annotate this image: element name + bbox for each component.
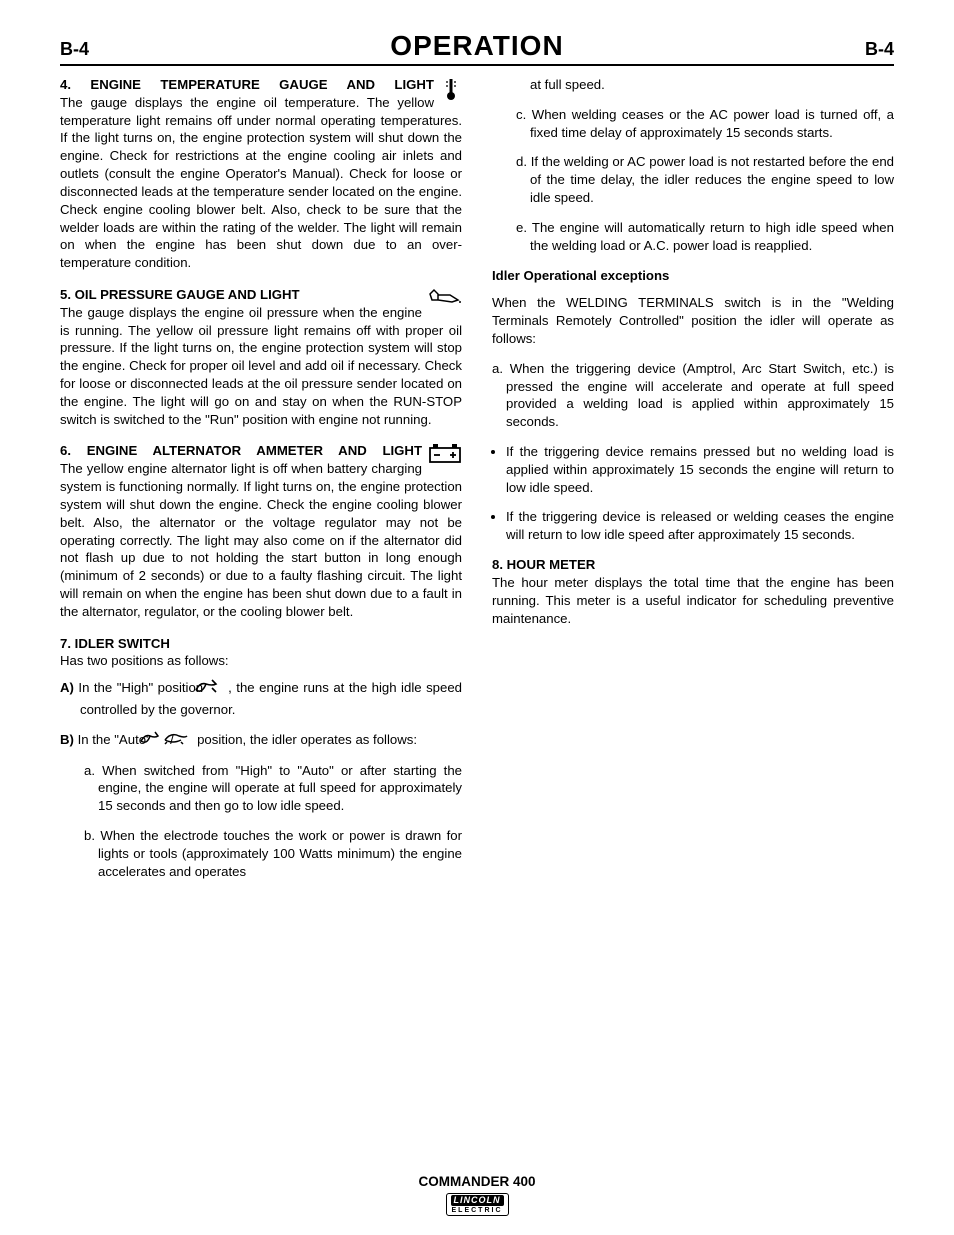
section-8-heading: 8. HOUR METER xyxy=(492,557,595,572)
section-4-body: The gauge displays the engine oil temper… xyxy=(60,95,462,270)
sub-item-b: b. When the electrode touches the work o… xyxy=(98,827,462,880)
sub-c-label: c. xyxy=(516,107,532,122)
section-7-intro: Has two positions as follows: xyxy=(60,653,229,668)
logo-top: LINCOLN xyxy=(451,1195,504,1206)
idler-option-b: B) In the "Auto" / position, the idler o… xyxy=(60,729,462,752)
continuation-text: at full speed. xyxy=(492,76,894,94)
oil-can-icon xyxy=(428,286,462,311)
sub-item-a: a. When switched from "High" to "Auto" o… xyxy=(98,762,462,815)
exc-a-text: When the triggering device (Amptrol, Arc… xyxy=(506,361,894,429)
page-footer: COMMANDER 400 LINCOLN ELECTRIC xyxy=(0,1174,954,1217)
logo-bottom: ELECTRIC xyxy=(451,1206,504,1214)
page-number-right: B-4 xyxy=(865,39,894,60)
idler-sub-list-right: c. When welding ceases or the AC power l… xyxy=(492,106,894,255)
sub-item-c: c. When welding ceases or the AC power l… xyxy=(530,106,894,142)
right-column: at full speed. c. When welding ceases or… xyxy=(492,76,894,895)
section-8-body: The hour meter displays the total time t… xyxy=(492,575,894,626)
idler-exceptions-heading: Idler Operational exceptions xyxy=(492,267,894,285)
content-columns: 4. ENGINE TEMPERATURE GAUGE AND LIGHT Th… xyxy=(60,76,894,895)
bullet-1: If the triggering device remains pressed… xyxy=(506,443,894,496)
sub-a-label: a. xyxy=(84,763,102,778)
thermometer-icon xyxy=(440,76,462,107)
section-7: 7. IDLER SWITCH Has two positions as fol… xyxy=(60,635,462,881)
sub-d-text: If the welding or AC power load is not r… xyxy=(530,154,894,205)
turtle-icon xyxy=(181,730,189,751)
sub-a-text: When switched from "High" to "Auto" or a… xyxy=(98,763,462,814)
sub-item-e: e. The engine will automatically return … xyxy=(530,219,894,255)
section-7-heading: 7. IDLER SWITCH xyxy=(60,636,170,651)
exc-a-label: a. xyxy=(492,361,510,376)
rabbit-icon xyxy=(212,676,220,701)
section-8: 8. HOUR METER The hour meter displays th… xyxy=(492,556,894,627)
idler-sub-list-left: a. When switched from "High" to "Auto" o… xyxy=(60,762,462,881)
lincoln-electric-logo: LINCOLN ELECTRIC xyxy=(446,1193,509,1216)
page-title: OPERATION xyxy=(390,30,563,62)
section-6-heading: 6. ENGINE ALTERNATOR AMMETER AND LIGHT xyxy=(60,442,462,460)
bullet-2: If the triggering device is released or … xyxy=(506,508,894,544)
sub-b-label: b. xyxy=(84,828,100,843)
label-b: B) xyxy=(60,732,78,747)
sub-d-label: d. xyxy=(516,154,531,169)
section-6-body: The yellow engine alternator light is of… xyxy=(60,461,462,619)
section-4: 4. ENGINE TEMPERATURE GAUGE AND LIGHT Th… xyxy=(60,76,462,272)
idler-a-pre: In the "High" position xyxy=(78,680,203,695)
section-5-body: The gauge displays the engine oil pressu… xyxy=(60,305,462,427)
exception-a-list: a. When the triggering device (Amptrol, … xyxy=(492,360,894,431)
idler-option-a: A) In the "High" position , the engine r… xyxy=(60,676,462,719)
section-5: 5. OIL PRESSURE GAUGE AND LIGHT The gaug… xyxy=(60,286,462,429)
sub-item-d: d. If the welding or AC power load is no… xyxy=(530,153,894,206)
section-5-heading: 5. OIL PRESSURE GAUGE AND LIGHT xyxy=(60,287,300,302)
exc-item-a: a. When the triggering device (Amptrol, … xyxy=(506,360,894,431)
section-6: 6. ENGINE ALTERNATOR AMMETER AND LIGHT T… xyxy=(60,442,462,620)
battery-icon xyxy=(428,442,462,469)
idler-exceptions-body: When the WELDING TERMINALS switch is in … xyxy=(492,294,894,347)
footer-model: COMMANDER 400 xyxy=(0,1174,954,1189)
left-column: 4. ENGINE TEMPERATURE GAUGE AND LIGHT Th… xyxy=(60,76,462,895)
page-number-left: B-4 xyxy=(60,39,89,60)
sub-b-text: When the electrode touches the work or p… xyxy=(98,828,462,879)
sub-c-text: When welding ceases or the AC power load… xyxy=(530,107,894,140)
sub-e-text: The engine will automatically return to … xyxy=(530,220,894,253)
sub-e-label: e. xyxy=(516,220,532,235)
section-4-heading: 4. ENGINE TEMPERATURE GAUGE AND LIGHT xyxy=(60,76,462,94)
label-a: A) xyxy=(60,680,78,695)
page-header: B-4 OPERATION B-4 xyxy=(60,30,894,66)
exception-bullet-list: If the triggering device remains pressed… xyxy=(492,443,894,544)
idler-b-post: position, the idler operates as follows: xyxy=(197,732,417,747)
